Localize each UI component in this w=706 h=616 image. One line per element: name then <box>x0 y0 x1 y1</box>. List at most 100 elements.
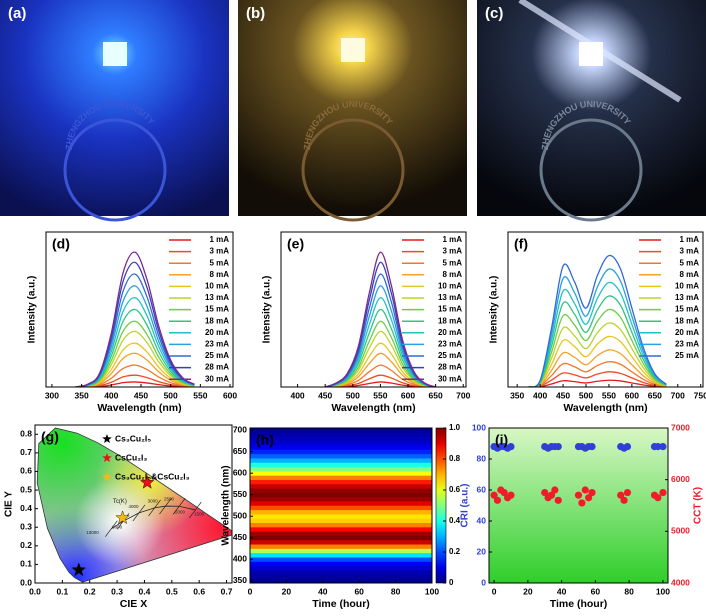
point <box>617 491 625 499</box>
legend-label: 8 mA <box>442 270 462 279</box>
heat-row <box>250 436 432 442</box>
isotherm <box>132 504 146 522</box>
x-tick-label: 60 <box>591 586 601 596</box>
legend-star <box>102 453 112 462</box>
isotherm <box>189 501 202 519</box>
y-axis-title: Intensity (a.u.) <box>489 276 500 344</box>
legend-label: 10 mA <box>205 282 229 291</box>
legend-label: 10 mA <box>438 282 462 291</box>
x-tick-label: 20 <box>523 586 533 596</box>
legend-label: 20 mA <box>205 328 229 337</box>
x-tick-label: 0.4 <box>139 586 151 596</box>
annotation: 6000 <box>112 524 123 529</box>
x-tick-label: 450 <box>134 390 148 400</box>
x-axis-title: Wavelength (nm) <box>331 402 415 414</box>
spectrum-line <box>75 320 195 387</box>
legend-label: 23 mA <box>205 340 229 349</box>
legend-label: 18 mA <box>675 316 699 325</box>
spectrum-line <box>75 297 195 387</box>
legend-label: 8 mA <box>679 270 699 279</box>
chart-panel: 0 20 40 60 80 1000204060801004000500060007000… <box>460 422 704 610</box>
heat-row <box>250 561 432 567</box>
chart-panel: 1 mA 3 mA 5 mA 8 mA 10 mA 13 mA 15 mA 18 mA 20 m… <box>262 231 471 414</box>
point <box>623 443 632 451</box>
x-tick-label: 350 <box>510 390 524 400</box>
spectrum-line <box>325 364 436 387</box>
annotation: 3000 <box>148 498 159 503</box>
legend-label: 25 mA <box>675 351 699 360</box>
legend-label: 10 mA <box>675 282 699 291</box>
star-point <box>115 510 130 525</box>
legend-label: 30 mA <box>438 374 462 383</box>
x-tick-label: 600 <box>223 390 237 400</box>
point <box>585 494 593 502</box>
x-tick-label: 550 <box>602 390 616 400</box>
x-tick-label: 400 <box>533 390 547 400</box>
y-tick-label: 350 <box>233 575 247 585</box>
photo-label: (c) <box>485 5 503 22</box>
spectrum-line <box>528 268 667 387</box>
colorbar-label: 0.4 <box>449 516 461 525</box>
spectrum-line <box>75 342 195 387</box>
x-tick-label: 300 <box>45 390 59 400</box>
spectrum-line <box>528 322 667 387</box>
chart-panel: Tc(K) 10000 6000 4000 3000 2500 2000 1500 Cs₃Cu₂… <box>4 424 233 610</box>
plot-area <box>250 428 432 583</box>
chart-panel: 0 0.2 0.4 0.6 0.8 1.0 0 20 40 60 80 100 350 400 450 500… <box>221 423 461 610</box>
y-tick-label: 0.6 <box>20 466 32 476</box>
chart-title: (f) <box>514 236 528 252</box>
heat-row <box>250 505 432 511</box>
legend-label: 18 mA <box>205 316 229 325</box>
x-tick-label: 450 <box>556 390 570 400</box>
x-tick-label: 700 <box>671 390 685 400</box>
x-tick-label: 550 <box>193 390 207 400</box>
x-tick-label: 500 <box>579 390 593 400</box>
chart-title: (h) <box>256 432 274 448</box>
chart-panel: 1 mA 3 mA 5 mA 8 mA 10 mA 13 mA 15 mA 18 mA 20 m… <box>489 231 706 414</box>
heat-row <box>250 470 432 476</box>
legend-label: 15 mA <box>438 305 462 314</box>
x-tick-label: 450 <box>318 390 332 400</box>
chart-panel: 1 mA 3 mA 5 mA 8 mA 10 mA 13 mA 15 mA 18 mA 20 m… <box>27 231 237 414</box>
x-tick-label: 0.7 <box>221 586 233 596</box>
heat-row <box>250 513 432 519</box>
y2-tick-label: 5000 <box>671 526 690 536</box>
plot-frame <box>249 427 433 584</box>
legend-label: 30 mA <box>205 374 229 383</box>
x-axis-title: Time (hour) <box>550 598 608 610</box>
legend-label: 13 mA <box>438 293 462 302</box>
x-tick-label: 100 <box>425 586 439 596</box>
x-tick-label: 40 <box>557 586 567 596</box>
point <box>620 496 628 504</box>
legend-label: 20 mA <box>675 328 699 337</box>
heat-row <box>250 531 432 536</box>
spectrum-line <box>325 308 436 387</box>
y-tick-label: 500 <box>233 511 247 521</box>
annotation: Tc(K) <box>113 499 127 505</box>
point <box>578 499 586 507</box>
x-tick-label: 400 <box>290 390 304 400</box>
spectrum-line <box>75 308 195 387</box>
heat-row <box>250 492 432 498</box>
x-tick-label: 0.2 <box>84 586 96 596</box>
photo-label: (b) <box>246 5 265 22</box>
spectrum-line <box>325 320 436 387</box>
point <box>507 491 515 499</box>
legend-label: 23 mA <box>438 340 462 349</box>
heat-row <box>250 539 432 545</box>
heat-row <box>250 457 432 463</box>
point <box>623 488 632 497</box>
point <box>507 443 515 451</box>
plot-frame <box>45 231 234 388</box>
heat-row <box>250 548 432 554</box>
legend-label: 1 mA <box>442 235 462 244</box>
legend-label: 28 mA <box>438 363 462 372</box>
heat-row <box>250 453 432 459</box>
spectrum-line <box>325 297 436 387</box>
plot-frame <box>507 231 704 388</box>
x-tick-label: 550 <box>373 390 387 400</box>
x-tick-label: 0 <box>492 586 497 596</box>
legend-label: 3 mA <box>679 247 699 256</box>
y-tick-label: 650 <box>233 446 247 456</box>
